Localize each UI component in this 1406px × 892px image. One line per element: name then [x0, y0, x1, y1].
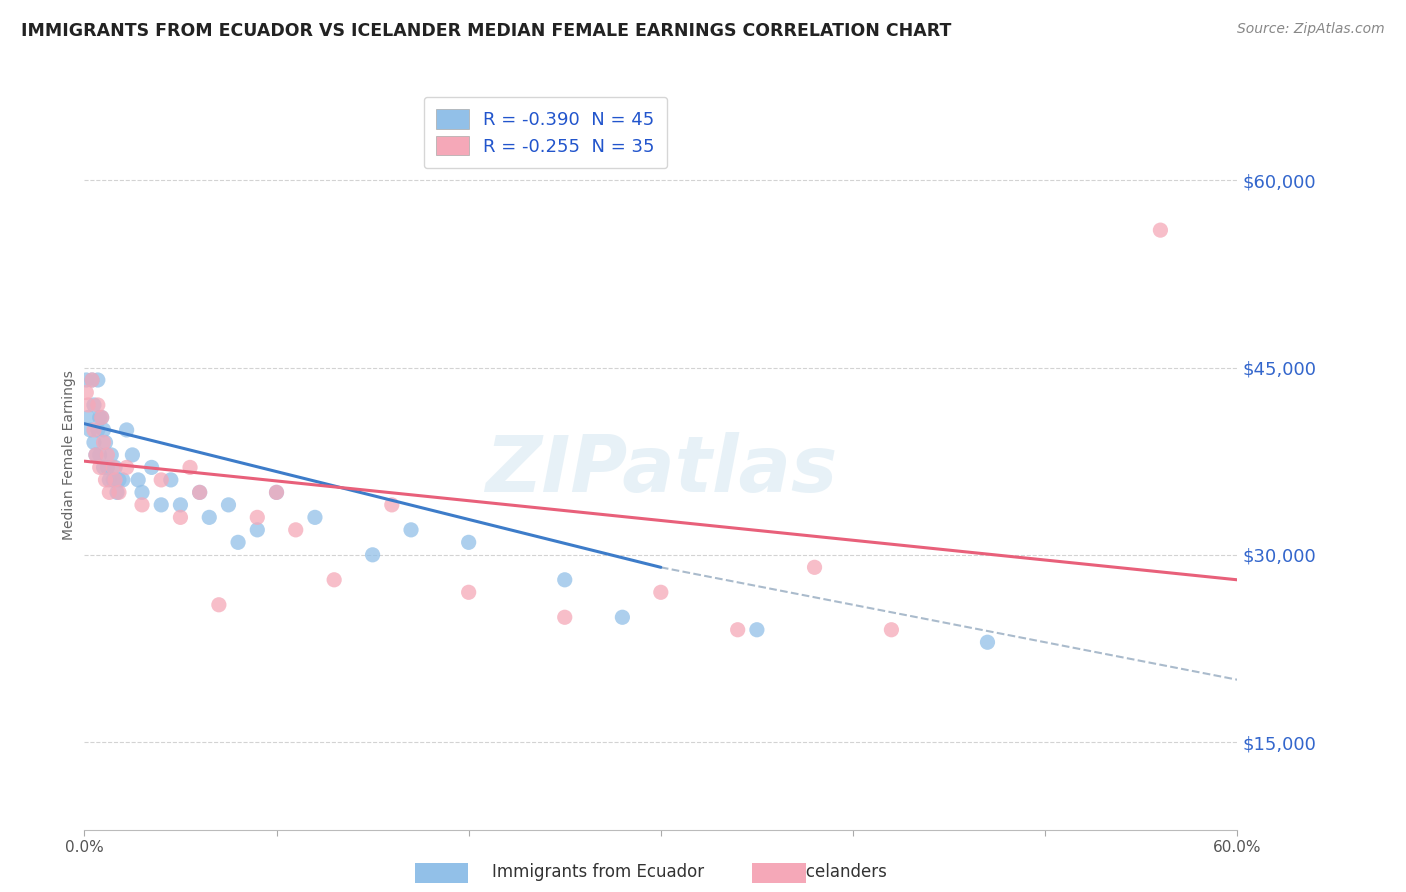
- Point: [188, 485, 211, 500]
- Point: [100, 448, 122, 462]
- Point: [803, 560, 825, 574]
- Point: [150, 498, 173, 512]
- Point: [1149, 223, 1171, 237]
- Point: [457, 535, 479, 549]
- Y-axis label: Median Female Earnings: Median Female Earnings: [62, 370, 76, 540]
- Point: [77, 398, 100, 412]
- Point: [745, 623, 768, 637]
- Point: [98, 473, 121, 487]
- Point: [90, 410, 112, 425]
- Point: [554, 573, 576, 587]
- Point: [246, 523, 269, 537]
- Point: [75, 385, 97, 400]
- Point: [323, 573, 346, 587]
- Point: [115, 423, 138, 437]
- Point: [93, 435, 115, 450]
- Point: [131, 498, 153, 512]
- Point: [381, 498, 404, 512]
- Point: [198, 510, 221, 524]
- Point: [98, 485, 121, 500]
- Point: [650, 585, 672, 599]
- Point: [976, 635, 998, 649]
- Point: [80, 373, 103, 387]
- Point: [115, 460, 138, 475]
- Point: [93, 460, 115, 475]
- Point: [94, 435, 117, 450]
- Point: [361, 548, 384, 562]
- Point: [246, 510, 269, 524]
- Point: [80, 373, 103, 387]
- Point: [169, 498, 191, 512]
- Point: [87, 398, 110, 412]
- Point: [169, 510, 191, 524]
- Point: [284, 523, 307, 537]
- Point: [105, 485, 128, 500]
- Point: [127, 473, 149, 487]
- Point: [79, 423, 101, 437]
- Point: [218, 498, 240, 512]
- Point: [612, 610, 634, 624]
- Point: [727, 623, 749, 637]
- Point: [94, 473, 117, 487]
- Point: [77, 410, 100, 425]
- Point: [103, 473, 124, 487]
- Legend: R = -0.390  N = 45, R = -0.255  N = 35: R = -0.390 N = 45, R = -0.255 N = 35: [423, 97, 668, 169]
- Point: [995, 835, 1018, 849]
- Text: ZIPatlas: ZIPatlas: [485, 432, 837, 508]
- Point: [160, 473, 183, 487]
- Point: [121, 448, 143, 462]
- Point: [93, 423, 115, 437]
- Point: [179, 460, 201, 475]
- Point: [89, 448, 111, 462]
- Point: [90, 410, 112, 425]
- Point: [141, 460, 163, 475]
- Point: [108, 473, 131, 487]
- Point: [96, 460, 118, 475]
- Point: [89, 460, 111, 475]
- Point: [131, 485, 153, 500]
- Point: [266, 485, 288, 500]
- Point: [75, 373, 97, 387]
- Point: [304, 510, 326, 524]
- Point: [104, 473, 127, 487]
- Point: [87, 423, 110, 437]
- Point: [83, 423, 105, 437]
- Point: [84, 448, 107, 462]
- Point: [108, 485, 131, 500]
- Text: Source: ZipAtlas.com: Source: ZipAtlas.com: [1237, 22, 1385, 37]
- Point: [103, 460, 124, 475]
- Point: [111, 473, 134, 487]
- Point: [226, 535, 249, 549]
- Text: IMMIGRANTS FROM ECUADOR VS ICELANDER MEDIAN FEMALE EARNINGS CORRELATION CHART: IMMIGRANTS FROM ECUADOR VS ICELANDER MED…: [21, 22, 952, 40]
- Point: [554, 610, 576, 624]
- Point: [208, 598, 231, 612]
- Text: Icelanders: Icelanders: [801, 863, 887, 881]
- Point: [150, 473, 173, 487]
- Point: [87, 373, 110, 387]
- Point: [96, 448, 118, 462]
- Point: [83, 398, 105, 412]
- Point: [89, 410, 111, 425]
- Point: [880, 623, 903, 637]
- Point: [457, 585, 479, 599]
- Point: [188, 485, 211, 500]
- Point: [83, 435, 105, 450]
- Point: [266, 485, 288, 500]
- Text: Immigrants from Ecuador: Immigrants from Ecuador: [492, 863, 704, 881]
- Point: [104, 460, 127, 475]
- Point: [399, 523, 422, 537]
- Point: [84, 448, 107, 462]
